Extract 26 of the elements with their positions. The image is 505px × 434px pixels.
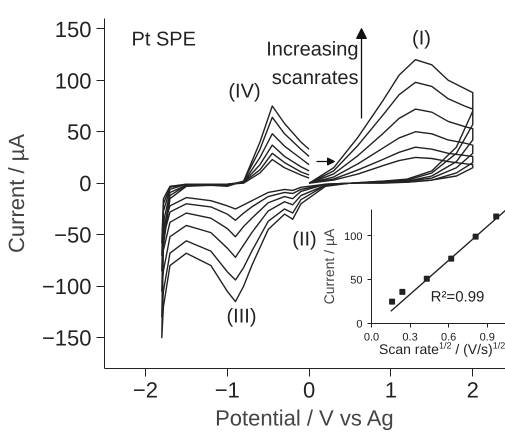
annotation: (III) — [226, 306, 257, 328]
annotation: Increasing scanrates — [266, 38, 359, 90]
y-axis-title: Current / µA — [4, 134, 29, 254]
y-tick-label: 0 — [356, 318, 363, 330]
y-tick-label: 100 — [54, 68, 92, 94]
y-tick-label: 50 — [350, 274, 363, 287]
y-tick-label: 50 — [67, 120, 92, 145]
y-tick-label: −100 — [42, 274, 92, 300]
y-tick-label: −50 — [54, 222, 92, 248]
y-axis-title: Current / µA — [321, 228, 338, 304]
annotation: (I) — [412, 28, 431, 50]
annotation: (II) — [292, 228, 317, 250]
x-tick-label: −1 — [214, 378, 240, 402]
x-axis-title: Potential / V vs Ag — [215, 406, 394, 430]
y-tick-label: 0 — [79, 171, 92, 196]
x-tick-label: 0 — [302, 378, 316, 402]
x-tick-label: −2 — [132, 378, 158, 402]
y-tick-label: 100 — [344, 230, 363, 243]
annotation: R²=0.99 — [430, 288, 484, 306]
x-tick-label: 0.0 — [364, 332, 380, 344]
y-tick-label: −150 — [42, 326, 92, 351]
x-tick-label: 2 — [466, 378, 479, 402]
annotation: Pt SPE — [132, 28, 196, 50]
annotation: (IV) — [228, 80, 261, 102]
x-tick-label: 1 — [384, 378, 398, 402]
y-tick-label: 150 — [54, 16, 92, 42]
